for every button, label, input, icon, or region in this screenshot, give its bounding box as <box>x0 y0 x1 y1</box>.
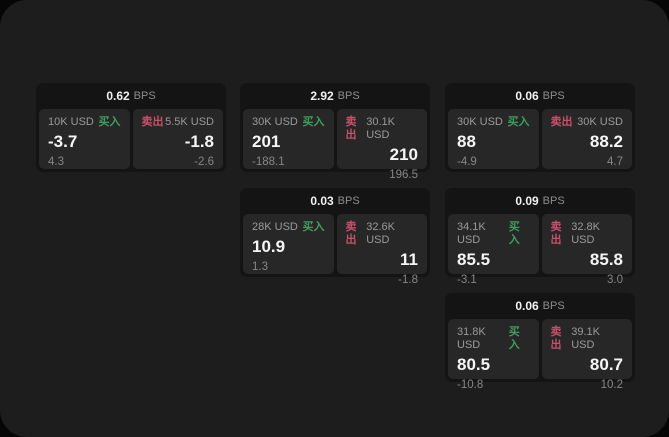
quote-card-5: 0.09 BPS 34.1K USD 买入 85.5 -3.1 卖出 32.8K… <box>445 188 635 286</box>
sell-amount: 32.8K USD <box>571 221 600 246</box>
card-header: 0.06 BPS <box>445 83 635 109</box>
bps-unit-label: BPS <box>337 195 360 207</box>
sell-price: 80.7 <box>589 355 623 374</box>
bps-unit-label: BPS <box>542 90 565 102</box>
sell-price: 85.8 <box>589 250 623 269</box>
sell-amount: 32.6K USD <box>366 221 395 246</box>
sell-sub-value: 196.5 <box>389 169 418 181</box>
sell-tile[interactable]: 卖出 30K USD 88.2 4.7 <box>541 109 632 169</box>
sell-price: 88.2 <box>589 132 623 151</box>
bps-value: 0.06 <box>515 299 539 313</box>
buy-tile[interactable]: 10K USD 买入 -3.7 4.3 <box>39 109 130 169</box>
bps-unit-label: BPS <box>542 195 565 207</box>
sell-label: 卖出 <box>550 221 562 246</box>
sell-price: 210 <box>389 145 418 164</box>
bps-unit-label: BPS <box>133 90 156 102</box>
buy-label: 买入 <box>508 326 520 351</box>
sell-sub-value: 3.0 <box>607 274 623 286</box>
quote-card-3: 0.06 BPS 30K USD 买入 88 -4.9 卖出 30K USD 8… <box>445 83 635 172</box>
sell-label: 卖出 <box>550 326 562 351</box>
buy-sub-value: -10.8 <box>457 379 484 391</box>
buy-amount: 10K USD <box>48 116 94 128</box>
buy-price: 85.5 <box>457 250 491 269</box>
quote-card-1: 0.62 BPS 10K USD 买入 -3.7 4.3 卖出 5.5K USD… <box>36 83 226 172</box>
buy-tile[interactable]: 28K USD 买入 10.9 1.3 <box>243 214 334 274</box>
sell-label: 卖出 <box>345 221 357 246</box>
sell-tile[interactable]: 卖出 32.6K USD 11 -1.8 <box>336 214 427 286</box>
buy-tile[interactable]: 30K USD 买入 88 -4.9 <box>448 109 539 169</box>
buy-amount: 28K USD <box>252 221 298 233</box>
quote-card-4: 0.03 BPS 28K USD 买入 10.9 1.3 卖出 32.6K US… <box>240 188 430 286</box>
buy-sub-value: -3.1 <box>457 274 477 286</box>
bps-unit-label: BPS <box>542 300 565 312</box>
buy-amount: 34.1K USD <box>457 221 486 246</box>
card-header: 0.62 BPS <box>36 83 226 109</box>
buy-price: -3.7 <box>48 132 78 151</box>
buy-price: 201 <box>252 132 281 151</box>
sell-tile[interactable]: 卖出 32.8K USD 85.8 3.0 <box>541 214 632 286</box>
buy-sub-value: 1.3 <box>252 261 268 273</box>
sell-amount: 30K USD <box>577 116 623 128</box>
buy-price: 10.9 <box>252 237 286 256</box>
bps-unit-label: BPS <box>337 90 360 102</box>
buy-amount: 30K USD <box>252 116 298 128</box>
sell-amount: 5.5K USD <box>165 116 214 128</box>
buy-tile[interactable]: 34.1K USD 买入 85.5 -3.1 <box>448 214 539 286</box>
buy-label: 买入 <box>302 116 325 128</box>
sell-price: 11 <box>400 250 418 269</box>
buy-label: 买入 <box>508 221 520 246</box>
sell-label: 卖出 <box>345 116 357 141</box>
sell-price: -1.8 <box>184 132 214 151</box>
sell-tile[interactable]: 卖出 30.1K USD 210 196.5 <box>336 109 427 181</box>
sell-label: 卖出 <box>141 116 164 128</box>
sell-sub-value: -2.6 <box>194 156 214 168</box>
buy-amount: 31.8K USD <box>457 326 486 351</box>
buy-label: 买入 <box>98 116 121 128</box>
sell-label: 卖出 <box>550 116 573 128</box>
sell-amount: 39.1K USD <box>571 326 600 351</box>
bps-value: 0.06 <box>515 89 539 103</box>
buy-label: 买入 <box>302 221 325 233</box>
card-header: 0.09 BPS <box>445 188 635 214</box>
bps-value: 0.62 <box>106 89 130 103</box>
quote-card-2: 2.92 BPS 30K USD 买入 201 -188.1 卖出 30.1K … <box>240 83 430 181</box>
card-header: 2.92 BPS <box>240 83 430 109</box>
buy-sub-value: -188.1 <box>252 156 285 168</box>
buy-sub-value: -4.9 <box>457 156 477 168</box>
buy-price: 88 <box>457 132 476 151</box>
sell-tile[interactable]: 卖出 39.1K USD 80.7 10.2 <box>541 319 632 391</box>
buy-label: 买入 <box>507 116 530 128</box>
buy-price: 80.5 <box>457 355 491 374</box>
quote-card-6: 0.06 BPS 31.8K USD 买入 80.5 -10.8 卖出 39.1… <box>445 293 635 391</box>
buy-sub-value: 4.3 <box>48 156 64 168</box>
buy-tile[interactable]: 30K USD 买入 201 -188.1 <box>243 109 334 169</box>
card-header: 0.03 BPS <box>240 188 430 214</box>
sell-sub-value: -1.8 <box>398 274 418 286</box>
buy-tile[interactable]: 31.8K USD 买入 80.5 -10.8 <box>448 319 539 391</box>
bps-value: 0.03 <box>310 194 334 208</box>
card-header: 0.06 BPS <box>445 293 635 319</box>
sell-sub-value: 4.7 <box>607 156 623 168</box>
bps-value: 0.09 <box>515 194 539 208</box>
bps-value: 2.92 <box>310 89 334 103</box>
buy-amount: 30K USD <box>457 116 503 128</box>
sell-tile[interactable]: 卖出 5.5K USD -1.8 -2.6 <box>132 109 223 169</box>
sell-amount: 30.1K USD <box>366 116 395 141</box>
sell-sub-value: 10.2 <box>600 379 623 391</box>
